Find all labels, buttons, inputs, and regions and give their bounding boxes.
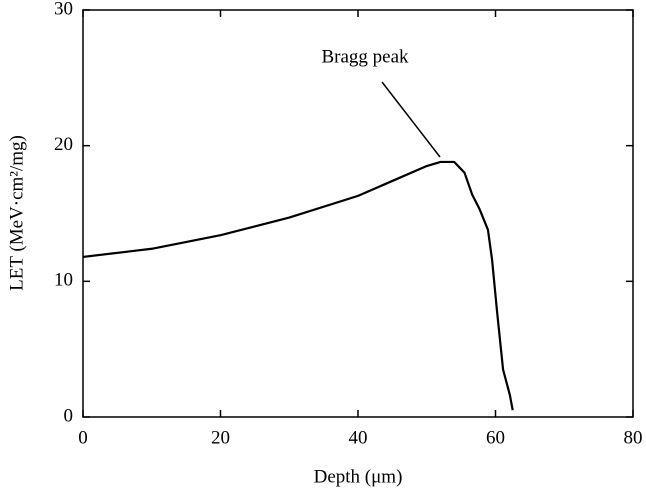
x-tick-label: 40 [349,427,368,448]
annotation-line [381,81,441,158]
plot-frame [82,9,634,418]
y-tick-label: 0 [64,405,74,426]
data-line [82,160,514,411]
y-tick-label: 10 [54,270,73,291]
x-tick-label: 20 [211,427,230,448]
y-axis-label: LET (MeV·cm²/mg) [6,135,27,291]
x-tick-label: 0 [78,427,88,448]
y-tick-label: 30 [54,0,73,19]
y-tick-label: 20 [54,134,73,155]
x-tick-label: 80 [624,427,643,448]
x-axis-label: Depth (μm) [314,466,403,487]
x-tick-label: 60 [486,427,505,448]
annotation: Bragg peak [321,46,409,67]
